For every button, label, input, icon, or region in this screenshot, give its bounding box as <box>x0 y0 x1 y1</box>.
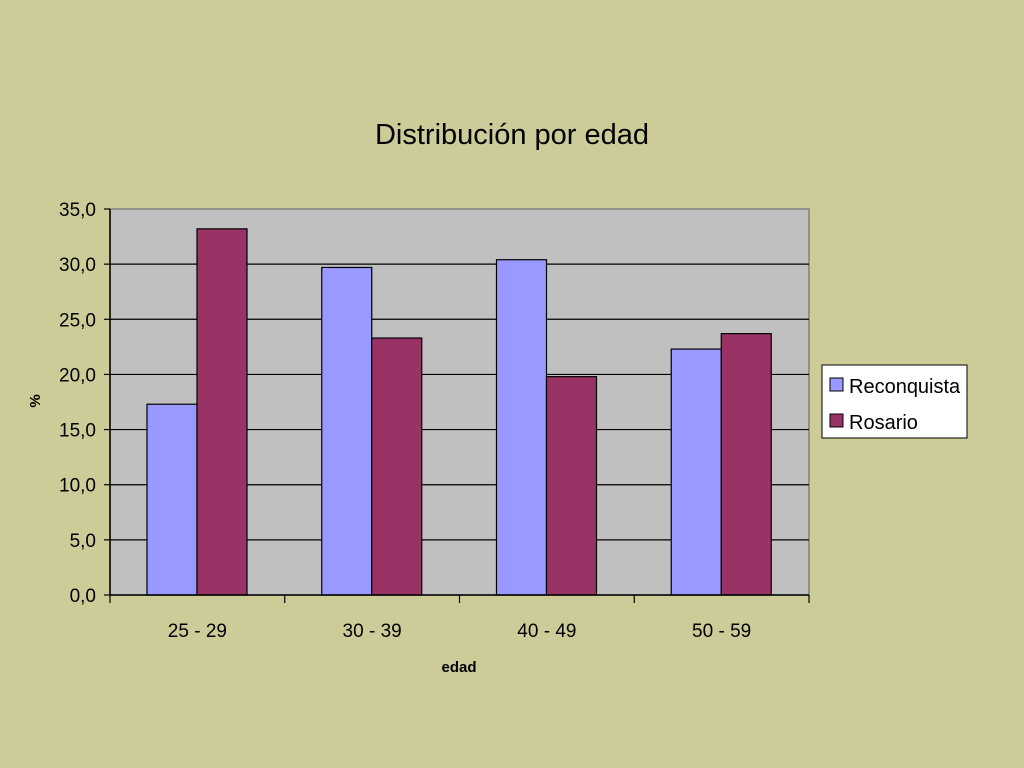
legend-label-reconquista: Reconquista <box>849 376 961 398</box>
y-tick-label: 5,0 <box>70 531 96 552</box>
axes <box>104 208 810 603</box>
y-tick-label: 0,0 <box>70 586 96 607</box>
y-tick-label: 10,0 <box>59 476 96 497</box>
x-tick-label: 30 - 39 <box>343 621 402 642</box>
legend-box <box>821 364 968 439</box>
legend-swatch-rosario <box>829 413 844 428</box>
bar-rosario-2 <box>371 337 423 596</box>
y-tick-label: 15,0 <box>59 421 96 442</box>
legend-swatch-reconquista <box>829 377 844 392</box>
bars <box>146 228 772 596</box>
x-tick-label: 40 - 49 <box>517 621 576 642</box>
bar-rosario-1 <box>196 228 248 596</box>
y-tick-label: 20,0 <box>59 365 96 386</box>
x-tick-label: 50 - 59 <box>692 621 751 642</box>
bar-reconquista-2 <box>321 266 373 596</box>
y-tick-label: 30,0 <box>59 255 96 276</box>
bar-rosario-3 <box>545 376 598 596</box>
x-axis-label: edad <box>441 659 476 676</box>
bar-reconquista-4 <box>670 348 722 596</box>
y-axis-label: % <box>27 394 44 407</box>
x-tick-label: 25 - 29 <box>168 621 227 642</box>
legend: Reconquista Rosario <box>821 364 968 439</box>
y-tick-label: 25,0 <box>59 310 96 331</box>
bar-rosario-4 <box>720 333 772 596</box>
legend-label-rosario: Rosario <box>849 412 918 434</box>
chart-title: Distribución por edad <box>375 119 649 151</box>
y-tick-label: 35,0 <box>59 200 96 221</box>
bar-reconquista-3 <box>495 259 548 596</box>
y-tick-labels: 0,0 5,0 10,0 15,0 20,0 25,0 30,0 35,0 <box>59 200 96 607</box>
bar-reconquista-1 <box>146 403 198 596</box>
x-tick-labels: 25 - 29 30 - 39 40 - 49 50 - 59 <box>168 621 751 642</box>
